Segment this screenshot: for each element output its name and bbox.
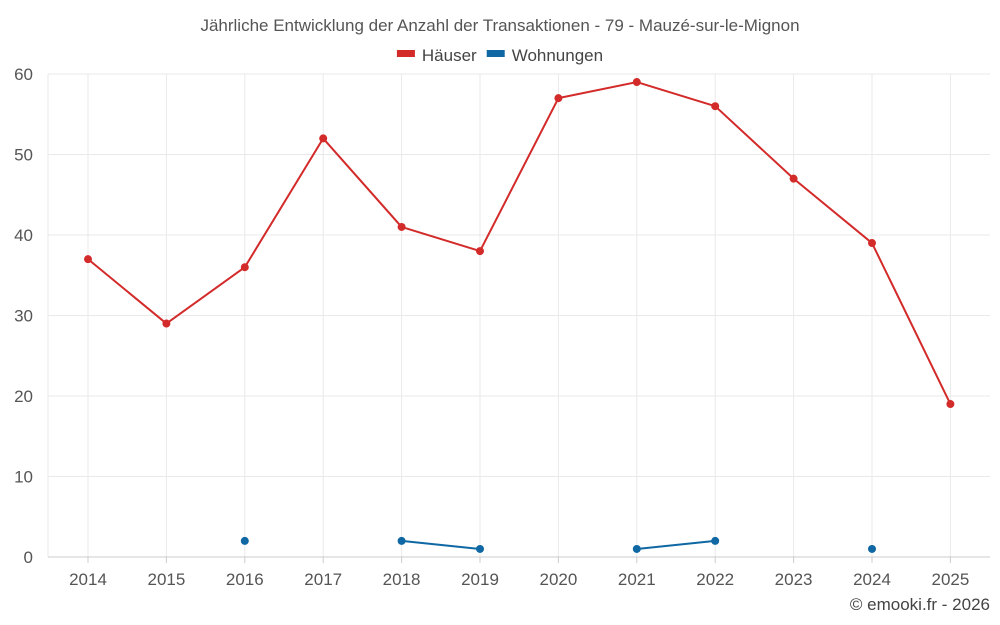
legend-label: Wohnungen (512, 46, 603, 65)
data-point-2-2024[interactable] (868, 544, 876, 553)
y-tick-label: 20 (14, 387, 33, 406)
data-point-1-2025[interactable] (946, 400, 955, 409)
data-point-1-2015[interactable] (162, 319, 171, 328)
legend-swatch (396, 50, 415, 57)
y-axis-ticks: 0 10 20 30 40 50 60 (14, 65, 33, 567)
chart-title: Jährliche Entwicklung der Anzahl der Tra… (200, 16, 799, 35)
x-tick-label: 2023 (775, 570, 813, 589)
x-tick-label: 2018 (383, 570, 421, 589)
data-point-1-2023[interactable] (789, 174, 798, 183)
data-point-2-2019[interactable] (476, 544, 484, 553)
data-point-2-2016[interactable] (240, 536, 249, 545)
legend-item-1[interactable]: Häuser (396, 46, 477, 65)
data-point-1-2019[interactable] (476, 247, 484, 256)
data-point-1-2014[interactable] (84, 255, 92, 264)
x-tick-label: 2021 (618, 570, 656, 589)
data-point-1-2020[interactable] (554, 94, 563, 103)
legend: Häuser Wohnungen (396, 46, 603, 65)
x-axis-ticks: 2014 2015 2016 2017 2018 2019 2020 2021 2022 2023… (69, 557, 969, 589)
y-tick-label: 0 (24, 548, 33, 567)
series-group (84, 78, 955, 553)
data-point-1-2016[interactable] (240, 263, 249, 272)
series-2 (240, 536, 876, 553)
x-tick-label: 2019 (461, 570, 499, 589)
series-line-1 (87, 81, 952, 405)
series-line-2 (636, 539, 716, 550)
y-tick-label: 10 (14, 468, 33, 487)
legend-item-2[interactable]: Wohnungen (486, 46, 603, 65)
x-tick-label: 2015 (147, 570, 185, 589)
x-tick-label: 2016 (226, 570, 264, 589)
data-point-1-2024[interactable] (868, 239, 876, 248)
x-tick-label: 2024 (853, 570, 891, 589)
y-tick-label: 40 (14, 226, 33, 245)
x-tick-label: 2025 (931, 570, 969, 589)
legend-label: Häuser (422, 46, 477, 65)
grid-lines (47, 73, 990, 558)
data-point-1-2021[interactable] (632, 78, 641, 87)
y-tick-label: 50 (14, 146, 33, 165)
x-tick-label: 2022 (696, 570, 734, 589)
data-point-2-2022[interactable] (711, 536, 720, 545)
series-1 (84, 78, 955, 409)
x-tick-label: 2014 (69, 570, 107, 589)
data-point-1-2022[interactable] (711, 102, 720, 111)
x-tick-label: 2020 (539, 570, 577, 589)
series-line-2 (401, 539, 481, 550)
data-point-1-2017[interactable] (319, 134, 328, 143)
y-tick-label: 60 (14, 65, 33, 84)
legend-swatch (486, 50, 505, 57)
y-tick-label: 30 (14, 307, 33, 326)
data-point-2-2021[interactable] (632, 544, 641, 553)
credit-text: © emooki.fr - 2026 (850, 595, 990, 614)
x-tick-label: 2017 (304, 570, 342, 589)
data-point-2-2018[interactable] (397, 536, 406, 545)
data-point-1-2018[interactable] (397, 222, 406, 231)
